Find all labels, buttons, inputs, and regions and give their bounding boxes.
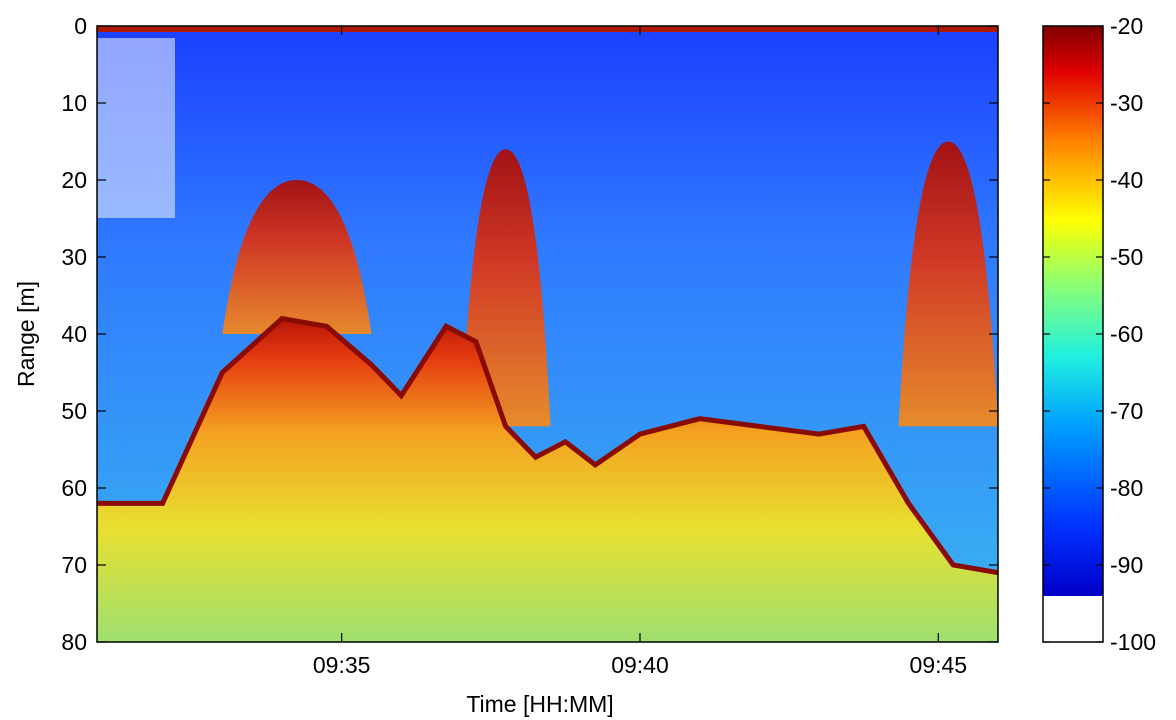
colorbar: -20 -30 -40 -50 -60 -70 -80 -90 -100 <box>1042 13 1156 655</box>
y-tick-label: 80 <box>61 629 87 655</box>
colorbar-below-threshold <box>1043 596 1103 642</box>
x-axis: 09:35 09:40 09:45 <box>313 26 967 678</box>
seabed-area <box>97 318 998 642</box>
colorbar-tick-label: -90 <box>1110 552 1143 578</box>
y-axis: 0 10 20 30 40 50 60 70 80 <box>61 13 998 655</box>
x-tick-label: 09:45 <box>910 652 968 678</box>
y-tick-label: 60 <box>61 475 87 501</box>
colorbar-ticks: -20 -30 -40 -50 -60 -70 -80 -90 -100 <box>1043 13 1156 655</box>
y-tick-label: 30 <box>61 244 87 270</box>
colorbar-gradient <box>1043 26 1103 596</box>
x-axis-title: Time [HH:MM] <box>466 691 613 717</box>
colorbar-tick-label: -50 <box>1110 244 1143 270</box>
seabed-layer <box>97 315 998 642</box>
x-tick-label: 09:40 <box>611 652 669 678</box>
colorbar-tick-label: -100 <box>1110 629 1156 655</box>
echogram-plot <box>97 26 998 642</box>
colorbar-tick-label: -60 <box>1110 321 1143 347</box>
y-tick-label: 0 <box>74 13 87 39</box>
colorbar-tick-label: -80 <box>1110 475 1143 501</box>
y-tick-label: 20 <box>61 167 87 193</box>
seabed-line <box>97 315 998 576</box>
y-axis-title: Range [m] <box>13 281 39 387</box>
surface-line <box>97 26 998 32</box>
fish-schools-layer <box>222 141 998 427</box>
y-tick-label: 10 <box>61 90 87 116</box>
colorbar-tick-label: -40 <box>1110 167 1143 193</box>
noise-patch <box>97 38 175 218</box>
y-tick-label: 50 <box>61 398 87 424</box>
x-tick-label: 09:35 <box>313 652 371 678</box>
fish-school-3 <box>898 141 998 427</box>
colorbar-tick-label: -20 <box>1110 13 1143 39</box>
fish-school-1 <box>222 180 372 334</box>
colorbar-tick-label: -70 <box>1110 398 1143 424</box>
y-tick-label: 70 <box>61 552 87 578</box>
y-tick-label: 40 <box>61 321 87 347</box>
colorbar-tick-label: -30 <box>1110 90 1143 116</box>
